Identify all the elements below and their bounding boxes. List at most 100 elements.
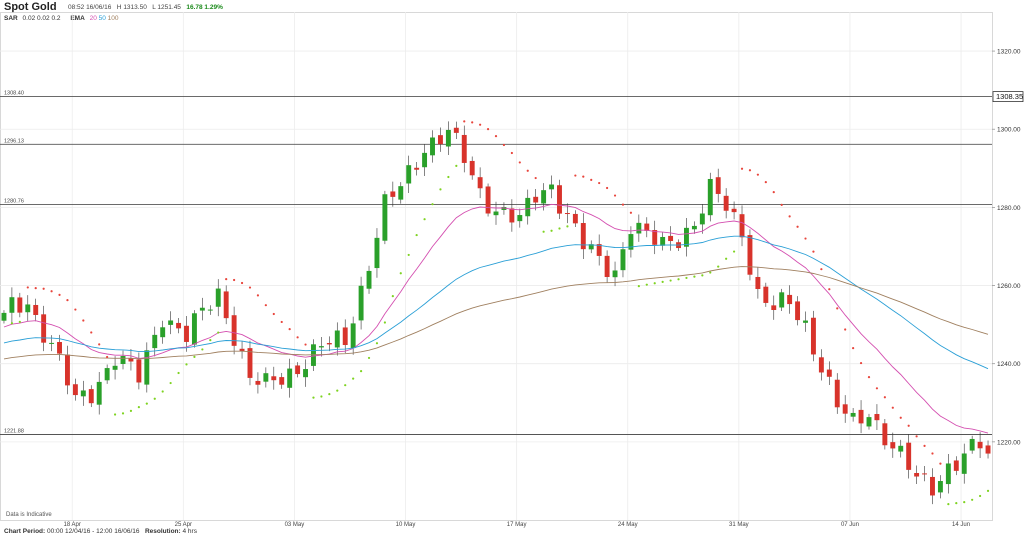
- sar-dot: [740, 167, 744, 170]
- candle-body: [620, 249, 626, 271]
- candle-body: [461, 134, 467, 163]
- sar-dot: [359, 370, 363, 373]
- sar-dot: [185, 363, 188, 366]
- sar-dot: [836, 307, 839, 310]
- candle-body: [953, 460, 959, 471]
- ema-line-100: [3, 266, 989, 360]
- candle-body: [803, 320, 808, 323]
- candle-body: [342, 327, 348, 346]
- sar-dot: [82, 319, 85, 322]
- candle-body: [930, 476, 935, 496]
- candle-body: [398, 186, 404, 200]
- candle-body: [120, 356, 126, 364]
- candle-body: [271, 376, 277, 381]
- quote-time: 08:52 16/06/16: [68, 4, 112, 11]
- y-tick-label: 1280.00: [997, 205, 1021, 212]
- candle-body: [628, 234, 634, 250]
- sar-dot: [732, 250, 736, 253]
- sar-dot: [447, 175, 450, 179]
- sar-dot: [661, 280, 664, 283]
- candle-body: [414, 167, 420, 170]
- candles: [1, 121, 991, 505]
- candle-body: [842, 404, 848, 414]
- sar-dot: [542, 230, 545, 233]
- quote-high: 1313.50: [123, 4, 147, 11]
- candle-body: [9, 297, 15, 313]
- candle-body: [144, 350, 150, 385]
- sar-dot: [915, 435, 918, 438]
- sar-dot: [455, 164, 458, 167]
- y-tick-label: 1300.00: [997, 127, 1021, 134]
- candle-body: [485, 186, 491, 214]
- candle-body: [922, 473, 928, 475]
- sar-dot: [629, 211, 633, 214]
- sar-dot: [986, 489, 990, 492]
- sar-dot: [725, 257, 728, 260]
- sar-dot: [304, 343, 307, 346]
- candle-body: [453, 127, 459, 133]
- candle-body: [80, 390, 86, 397]
- level-label: 1308.40: [4, 90, 24, 96]
- candle-body: [223, 291, 229, 319]
- candle-body: [755, 276, 761, 290]
- candle-body: [295, 365, 301, 375]
- candle-body: [858, 409, 864, 424]
- candle-body: [25, 304, 31, 313]
- sar-dot: [669, 279, 672, 282]
- x-tick-label: 07 Jun: [841, 522, 859, 528]
- candle-body: [795, 301, 801, 321]
- sar-dot: [494, 134, 498, 138]
- sar-dot: [193, 355, 196, 359]
- candle-body: [33, 304, 39, 315]
- candle-body: [152, 334, 158, 349]
- x-tick-label: 25 Apr: [175, 522, 192, 528]
- candle-body: [287, 368, 293, 388]
- sar-dot: [296, 336, 299, 339]
- ema-period-3: 100: [107, 15, 119, 22]
- sar-dot: [788, 215, 791, 218]
- candle-body: [239, 348, 245, 352]
- candle-body: [644, 223, 650, 231]
- sar-dot: [58, 293, 61, 296]
- sar-dot: [153, 397, 156, 400]
- candle-body: [937, 481, 943, 493]
- candle-body: [699, 213, 705, 225]
- x-tick-label: 10 May: [396, 522, 416, 528]
- y-tick-label: 1220.00: [997, 439, 1021, 446]
- sar-dot: [312, 396, 315, 399]
- ema-period-1: 20: [89, 15, 97, 22]
- sar-dot: [526, 169, 529, 172]
- sar-dot: [26, 286, 29, 289]
- sar-dot: [121, 412, 125, 415]
- candle-body: [898, 445, 904, 452]
- sar-dot: [534, 176, 537, 180]
- candle-body: [588, 244, 594, 250]
- sar-dot: [463, 120, 466, 123]
- level-label: 1280.76: [4, 198, 24, 204]
- candle-body: [128, 357, 134, 362]
- sar-dot: [415, 233, 418, 237]
- candle-body: [477, 177, 483, 189]
- candle-body: [176, 322, 182, 329]
- x-tick-label: 24 May: [618, 522, 638, 528]
- candle-body: [779, 292, 785, 308]
- candle-body: [334, 330, 340, 348]
- candle-body: [318, 346, 324, 348]
- sar-dot: [90, 331, 93, 334]
- candle-body: [136, 359, 142, 383]
- candle-body: [493, 211, 499, 216]
- sar-dot: [177, 371, 180, 375]
- candle-body: [739, 214, 745, 238]
- sar-dot: [955, 502, 958, 505]
- candle-body: [501, 207, 507, 210]
- sar-dot: [637, 284, 640, 288]
- sar-dot: [256, 294, 260, 297]
- sar-dot: [923, 444, 926, 447]
- candle-body: [17, 297, 23, 313]
- candle-body: [890, 442, 896, 449]
- sar-dot: [479, 123, 482, 126]
- sar-dot: [582, 175, 585, 178]
- sar-dot: [939, 462, 942, 465]
- candle-body: [715, 177, 721, 194]
